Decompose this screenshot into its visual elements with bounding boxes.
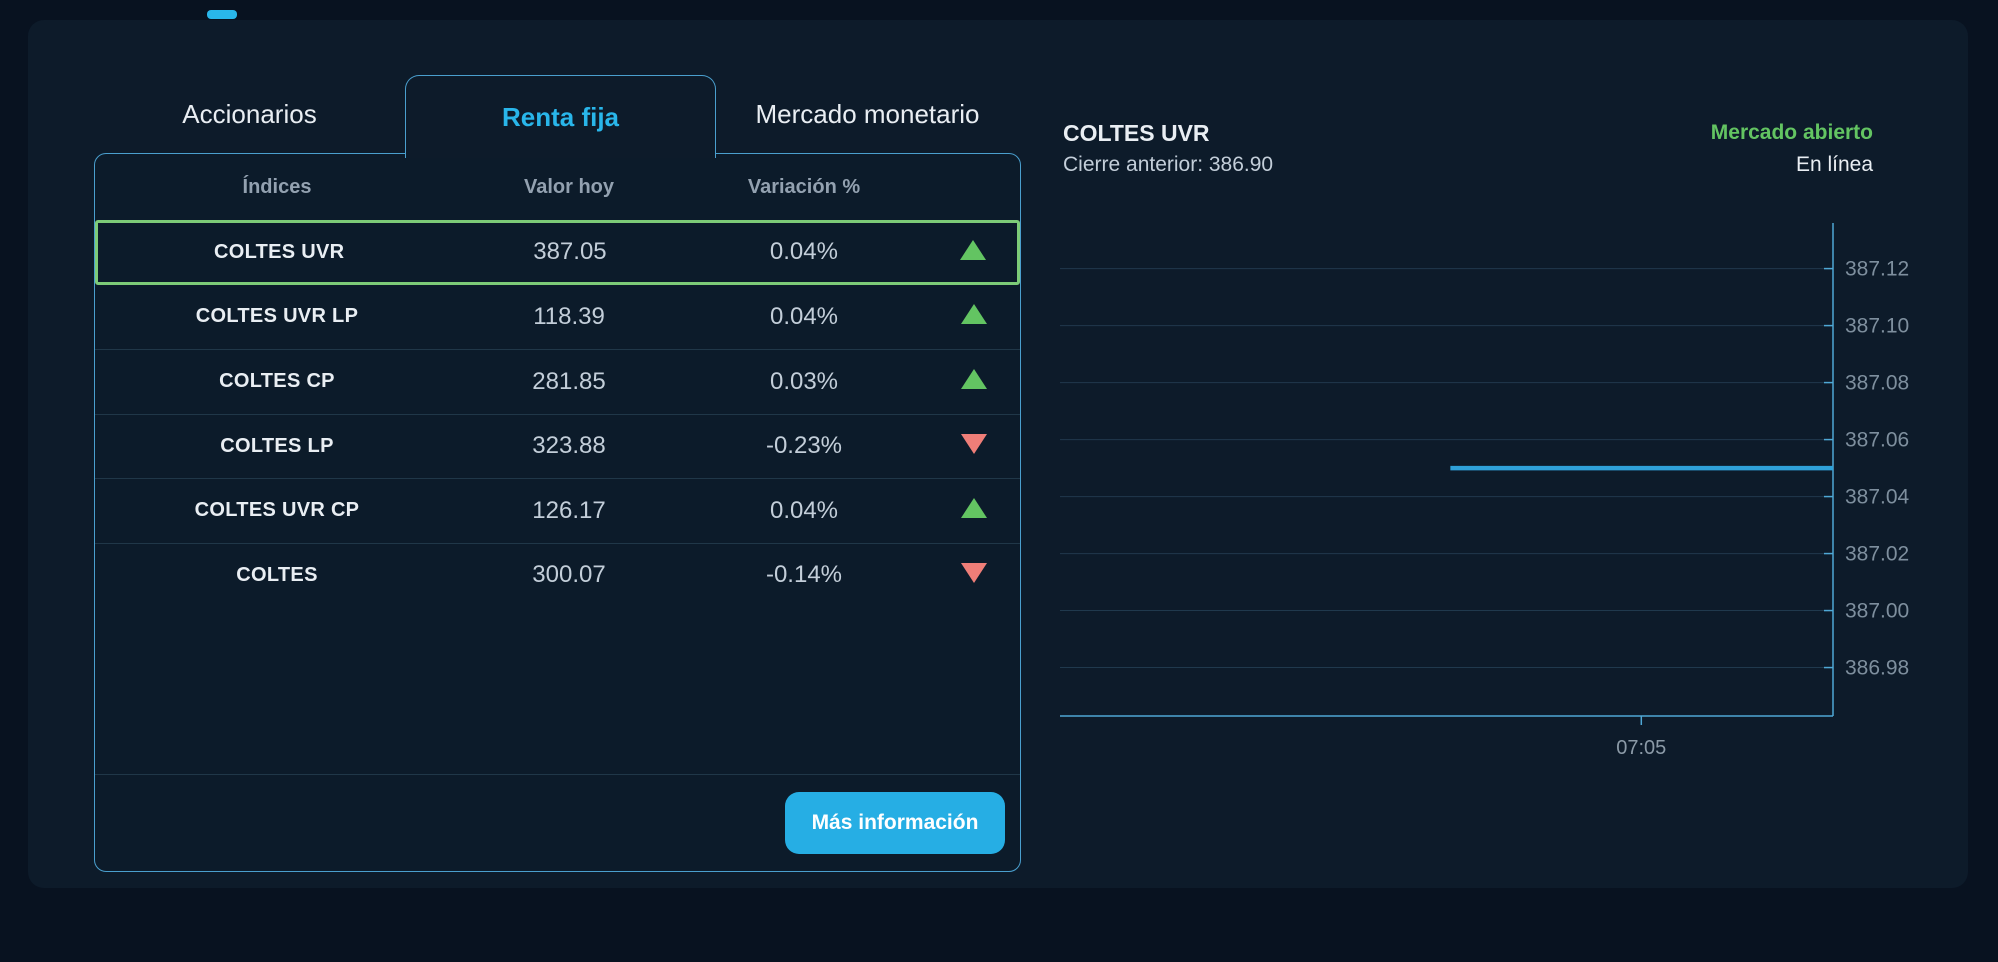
table-row[interactable]: COLTES 300.07 -0.14% <box>95 542 1020 608</box>
tab-mercado-monetario[interactable]: Mercado monetario <box>714 75 1021 153</box>
y-tick-label: 387.12 <box>1845 258 1909 281</box>
down-triangle-icon <box>960 433 987 454</box>
trend-cell <box>929 304 1018 329</box>
index-name: COLTES UVR <box>214 240 345 263</box>
up-triangle-icon <box>959 239 986 260</box>
up-triangle-icon <box>960 369 987 390</box>
index-name: COLTES <box>236 563 318 586</box>
header-indices: Índices <box>242 175 312 198</box>
trend-cell <box>929 562 1018 588</box>
index-variation: 0.04% <box>769 496 839 524</box>
detail-title: COLTES UVR <box>1063 120 1210 146</box>
tab-label: Mercado monetario <box>755 98 980 129</box>
tab-label: Accionarios <box>182 98 317 129</box>
index-name: COLTES LP <box>220 434 334 457</box>
index-variation: 0.04% <box>769 302 839 330</box>
previous-close-text: Cierre anterior: 386.90 <box>1063 153 1274 176</box>
top-accent-notch <box>207 10 237 19</box>
table-row[interactable]: COLTES LP 323.88 -0.23% <box>95 413 1020 479</box>
tab-renta-fija[interactable]: Renta fija <box>405 75 716 158</box>
table-row[interactable]: COLTES UVR LP 118.39 0.04% <box>95 285 1020 350</box>
header-variacion: Variación % <box>747 175 861 198</box>
header-valor-hoy: Valor hoy <box>523 175 615 198</box>
trend-cell <box>929 369 1018 394</box>
indices-panel: Índices Valor hoy Variación % COLTES UVR… <box>94 153 1021 872</box>
table-header: Índices Valor hoy Variación % <box>95 154 1020 220</box>
time-label: 07:05 <box>1616 737 1666 759</box>
trend-cell <box>928 239 1017 265</box>
index-value: 118.39 <box>533 302 605 330</box>
trend-cell <box>929 433 1018 459</box>
down-triangle-icon <box>960 562 987 583</box>
trend-cell <box>929 498 1018 523</box>
index-value: 126.17 <box>532 496 606 524</box>
y-tick-label: 387.02 <box>1845 543 1909 566</box>
index-value: 323.88 <box>532 432 606 460</box>
table-row[interactable]: COLTES UVR 387.05 0.04% <box>95 220 1020 285</box>
panel-footer: Más información <box>95 774 1020 871</box>
price-chart: 387.12 387.10 387.08 387.06 387.04 387.02 387.… <box>1060 223 1910 759</box>
y-tick-label: 387.00 <box>1845 600 1909 623</box>
index-variation: 0.03% <box>769 367 839 395</box>
up-triangle-icon <box>960 304 987 325</box>
index-table-body: COLTES UVR 387.05 0.04% COLTES UVR LP 11… <box>95 220 1020 607</box>
more-info-button[interactable]: Más información <box>785 792 1005 854</box>
up-triangle-icon <box>960 498 987 519</box>
index-variation: 0.04% <box>769 238 838 266</box>
index-value: 387.05 <box>533 238 607 266</box>
y-tick-label: 387.06 <box>1845 429 1909 452</box>
index-name: COLTES UVR LP <box>195 305 359 328</box>
table-row[interactable]: COLTES UVR CP 126.17 0.04% <box>95 478 1020 543</box>
market-widget-container: Accionarios Renta fija Mercado monetario… <box>28 20 1968 888</box>
y-tick-label: 387.08 <box>1845 372 1909 395</box>
index-name: COLTES CP <box>219 370 335 393</box>
online-status: En línea <box>1795 153 1873 176</box>
y-tick-label: 387.04 <box>1845 486 1910 509</box>
index-name: COLTES UVR CP <box>194 499 360 522</box>
y-tick-label: 386.98 <box>1845 657 1909 680</box>
index-value: 300.07 <box>532 561 606 589</box>
table-row[interactable]: COLTES CP 281.85 0.03% <box>95 349 1020 414</box>
index-variation: -0.14% <box>765 561 843 589</box>
y-tick-label: 387.10 <box>1845 315 1909 338</box>
market-open-status: Mercado abierto <box>1710 121 1873 144</box>
index-value: 281.85 <box>532 367 606 395</box>
tab-accionarios[interactable]: Accionarios <box>94 75 405 153</box>
index-variation: -0.23% <box>765 432 843 460</box>
tab-label: Renta fija <box>501 101 620 132</box>
